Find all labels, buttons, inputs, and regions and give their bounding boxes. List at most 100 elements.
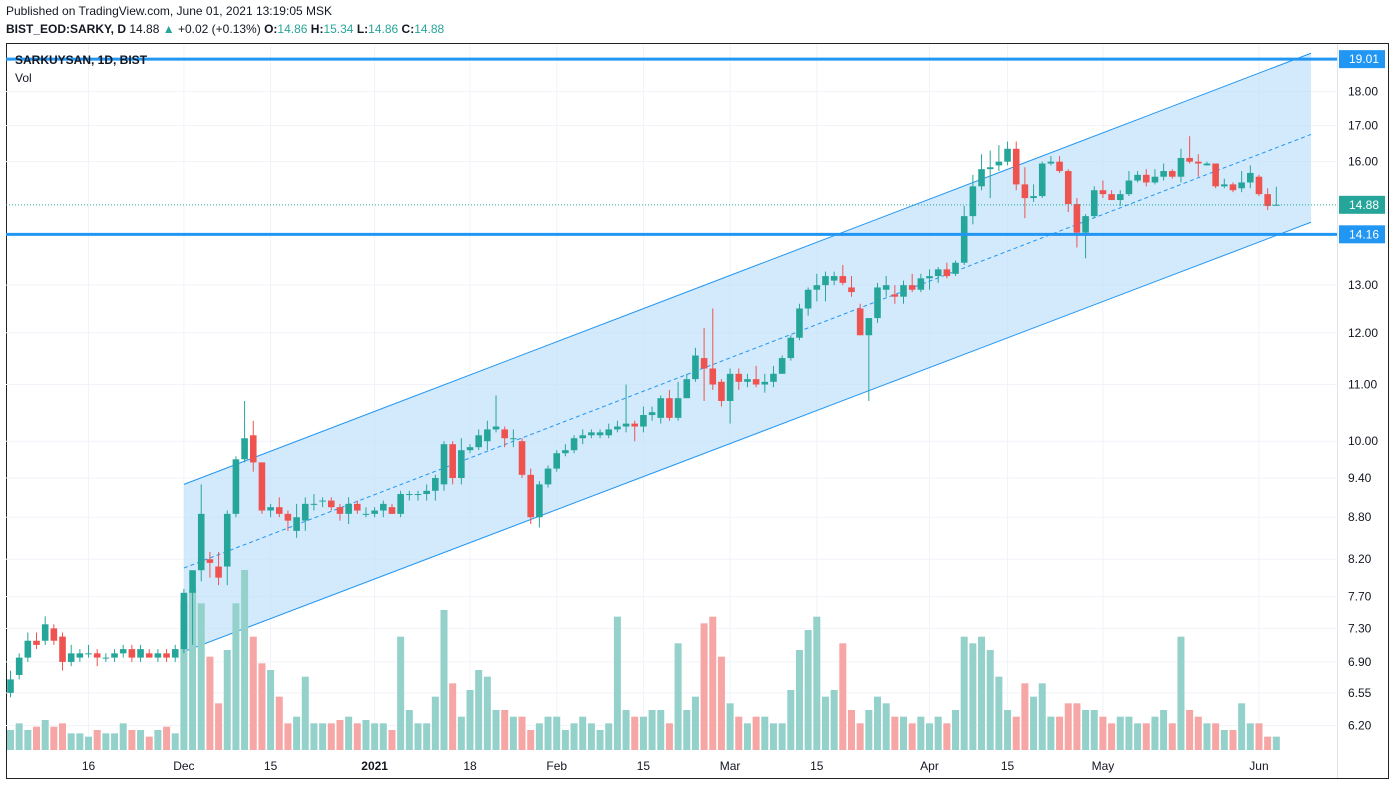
candle-body — [770, 373, 777, 382]
candle-body — [501, 429, 508, 439]
volume-bar — [111, 733, 119, 750]
candle-body — [1203, 163, 1211, 166]
volume-bar — [700, 623, 708, 750]
candle-body — [1221, 184, 1228, 187]
price-label-text: 14.88 — [1349, 198, 1379, 212]
x-tick-label: May — [1092, 759, 1115, 773]
y-tick-label: 8.80 — [1348, 510, 1372, 524]
volume-bar — [535, 723, 543, 750]
candle-body — [345, 503, 352, 514]
volume-bar — [241, 570, 249, 750]
price-label-text: 14.16 — [1349, 227, 1379, 241]
volume-bar — [795, 650, 803, 750]
candle-body — [1186, 157, 1193, 162]
volume-bar — [232, 603, 240, 750]
candle-body — [1273, 204, 1280, 206]
volume-bar — [769, 723, 777, 750]
candle-body — [1099, 190, 1107, 195]
volume-bar — [665, 723, 673, 750]
volume-bar — [33, 726, 41, 750]
volume-bar — [1194, 716, 1202, 750]
chart-frame[interactable] — [6, 43, 1389, 779]
volume-bar — [379, 723, 387, 750]
candle-body — [839, 276, 847, 283]
candle-body — [458, 450, 465, 479]
volume-bar — [518, 716, 526, 750]
candle-body — [397, 494, 404, 514]
candle-body — [327, 500, 335, 508]
volume-bar — [553, 716, 561, 750]
channel-mid-line — [183, 133, 1312, 569]
candle-body — [761, 381, 769, 385]
candle-body — [206, 559, 214, 563]
candle-body — [362, 513, 370, 515]
volume-bar — [67, 733, 75, 750]
volume-bar — [431, 696, 439, 750]
volume-bar — [891, 716, 899, 750]
candle-body — [432, 478, 439, 491]
candle-body — [666, 398, 673, 418]
volume-bar — [605, 723, 613, 750]
volume-bar — [1030, 696, 1038, 750]
volume-bar — [752, 716, 760, 750]
volume-bar — [674, 643, 682, 750]
volume-bar — [856, 723, 864, 750]
x-tick-label: 18 — [463, 759, 477, 773]
candle-body — [1082, 216, 1089, 233]
candle-body — [24, 640, 32, 658]
low-label: L: — [356, 22, 369, 36]
volume-bar — [466, 690, 474, 750]
price-change: +0.02 (+0.13%) — [177, 22, 261, 36]
y-tick-label: 18.00 — [1348, 85, 1378, 99]
price-label-box — [1339, 225, 1385, 244]
volume-bar — [882, 703, 890, 750]
volume-bar — [215, 703, 223, 750]
candle-body — [128, 649, 136, 658]
candle-body — [1012, 148, 1020, 185]
x-tick-label: Jun — [1249, 759, 1268, 773]
candle-body — [171, 649, 179, 658]
candle-body — [1004, 148, 1011, 162]
volume-bar — [267, 670, 275, 750]
candle-body — [605, 429, 613, 436]
candle-body — [388, 507, 396, 514]
y-tick-label: 6.55 — [1348, 686, 1372, 700]
volume-bar — [397, 636, 405, 750]
volume-bar — [353, 723, 361, 750]
candle-body — [692, 355, 699, 380]
candle-body — [1064, 171, 1072, 205]
candle-body — [15, 657, 23, 675]
x-tick-label: 15 — [1001, 759, 1015, 773]
candle-body — [986, 167, 994, 170]
volume-bar — [908, 723, 916, 750]
volume-bar — [717, 656, 725, 750]
volume-bar — [154, 730, 162, 750]
volume-bar — [865, 710, 873, 750]
candle-body — [960, 216, 968, 263]
volume-bar — [509, 716, 517, 750]
candle-body — [119, 649, 127, 654]
candle-body — [917, 278, 925, 290]
candle-body — [180, 592, 188, 650]
volume-bar — [1220, 730, 1228, 750]
candle-body — [301, 503, 309, 521]
candle-body — [1142, 174, 1150, 183]
y-tick-label: 11.00 — [1348, 378, 1377, 392]
y-tick-label: 10.00 — [1348, 434, 1378, 448]
high-value: 15.34 — [323, 22, 354, 36]
y-tick-label: 8.20 — [1348, 552, 1372, 566]
candle-body — [1194, 161, 1202, 164]
x-tick-label: Apr — [920, 759, 939, 773]
candle-body — [934, 269, 942, 277]
candle-body — [354, 503, 361, 511]
symbol-label: BIST_EOD:SARKY, D — [6, 22, 127, 36]
candle-body — [683, 379, 691, 399]
candle-body — [1030, 196, 1037, 199]
volume-bar — [457, 716, 465, 750]
volume-bar — [41, 720, 49, 750]
open-label: O: — [264, 22, 278, 36]
volume-bar — [1082, 710, 1090, 750]
volume-bar — [197, 603, 205, 750]
volume-bar — [1125, 716, 1133, 750]
